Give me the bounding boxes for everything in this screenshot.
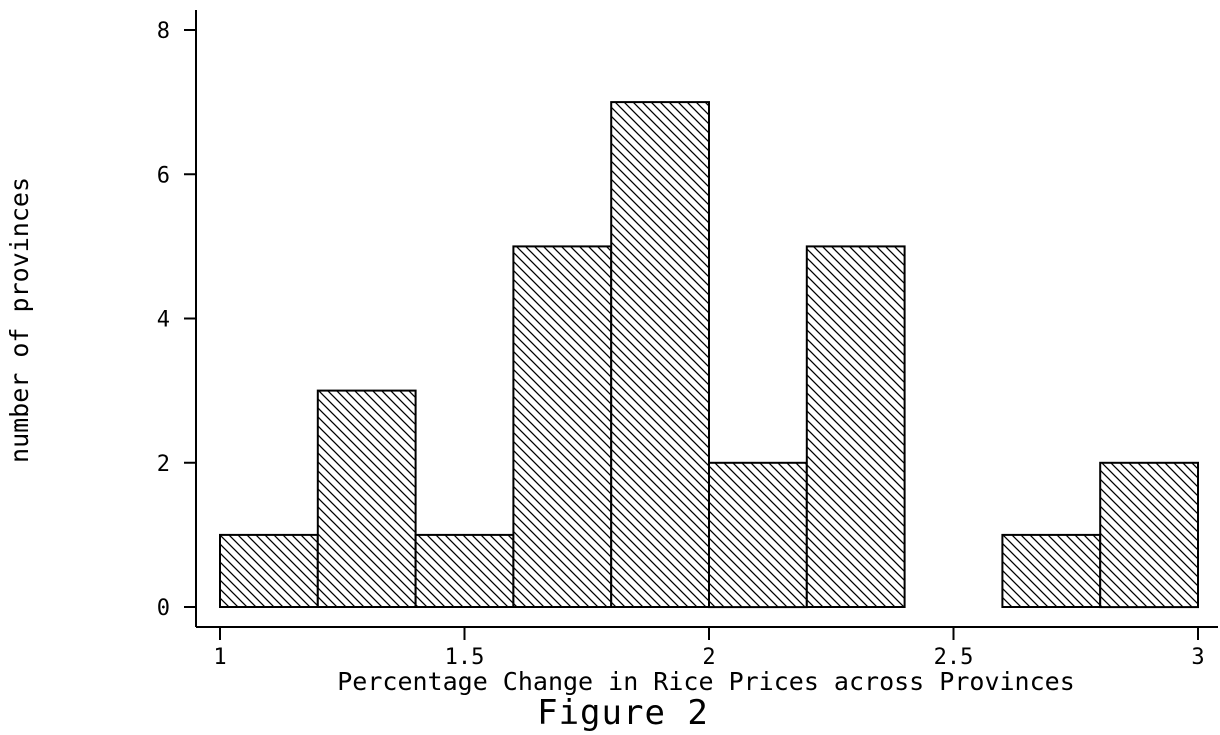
y-tick-label: 6	[157, 163, 170, 188]
x-tick-label: 3	[1191, 645, 1204, 670]
histogram-bar-3	[512, 245, 613, 608]
x-axis-title: Percentage Change in Rice Prices across …	[337, 667, 1075, 696]
y-axis-title: number of provinces	[5, 177, 34, 463]
x-tick-label: 2.5	[934, 645, 974, 670]
y-tick-label: 2	[157, 452, 170, 477]
histogram-bar-1	[316, 389, 417, 608]
histogram-bars	[219, 101, 1199, 609]
histogram-bar-9	[1099, 461, 1199, 609]
histogram-bar-5	[708, 461, 808, 609]
histogram-bar-4	[610, 101, 711, 608]
x-axis-ticks: 1 1.5 2 2.5 3	[213, 627, 1205, 670]
histogram-bar-8	[1001, 533, 1102, 609]
y-axis-ticks: 0 2 4 6 8	[157, 19, 196, 621]
histogram-bar-0	[219, 533, 319, 609]
y-tick-label: 8	[157, 19, 170, 44]
figure-caption: Figure 2	[537, 693, 709, 733]
y-tick-label: 4	[157, 308, 170, 333]
x-tick-label: 2	[702, 645, 715, 670]
x-tick-label: 1	[213, 645, 226, 670]
histogram-bar-2	[414, 533, 515, 609]
x-tick-label: 1.5	[445, 645, 485, 670]
y-tick-label: 0	[157, 596, 170, 621]
histogram-bar-6	[805, 245, 906, 608]
